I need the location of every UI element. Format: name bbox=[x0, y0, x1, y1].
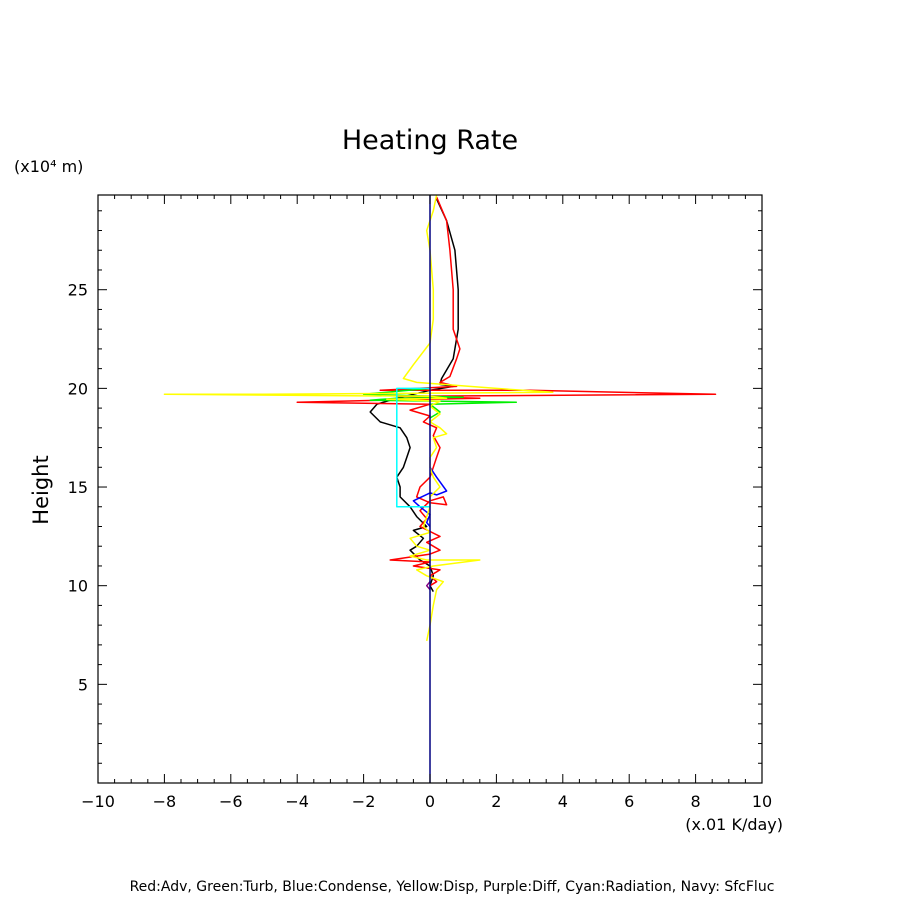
series-line-3 bbox=[412, 466, 448, 527]
x-tick-label: 10 bbox=[752, 792, 772, 811]
series-line-5 bbox=[425, 581, 431, 591]
series-line-1 bbox=[296, 196, 717, 587]
y-axis-label: Height bbox=[29, 455, 53, 524]
x-tick-label: −4 bbox=[285, 792, 309, 811]
series-line-4 bbox=[163, 194, 554, 642]
x-tick-label: 8 bbox=[691, 792, 701, 811]
x-tick-label: 2 bbox=[491, 792, 501, 811]
x-tick-label: −2 bbox=[352, 792, 376, 811]
plot-area: −10 −8 −6 −4 −2 0 2 4 6 8 10 5 10 15 20 25 bbox=[68, 194, 772, 811]
series-line-6 bbox=[396, 387, 430, 508]
y-tick-label: 5 bbox=[78, 675, 88, 694]
x-tick-label: 0 bbox=[425, 792, 435, 811]
y-tick-label: 25 bbox=[68, 281, 88, 300]
x-tick-label: −8 bbox=[153, 792, 177, 811]
x-tick-label: 6 bbox=[624, 792, 634, 811]
y-tick-label: 10 bbox=[68, 577, 88, 596]
x-axis-label: (x.01 K/day) bbox=[685, 815, 783, 834]
x-tick-label: −10 bbox=[81, 792, 115, 811]
x-tick-label: −6 bbox=[219, 792, 243, 811]
x-tick-label: 4 bbox=[558, 792, 568, 811]
chart-title: Heating Rate bbox=[342, 125, 518, 156]
y-tick-label: 20 bbox=[68, 379, 88, 398]
series-line-0 bbox=[369, 198, 459, 592]
series-layer bbox=[163, 194, 717, 783]
y-tick-label: 15 bbox=[68, 478, 88, 497]
y-axis-unit-label: (x10⁴ m) bbox=[14, 157, 83, 176]
legend-caption: Red:Adv, Green:Turb, Blue:Condense, Yell… bbox=[130, 879, 775, 895]
axes-layer: −10 −8 −6 −4 −2 0 2 4 6 8 10 5 10 15 20 25 bbox=[68, 194, 772, 811]
